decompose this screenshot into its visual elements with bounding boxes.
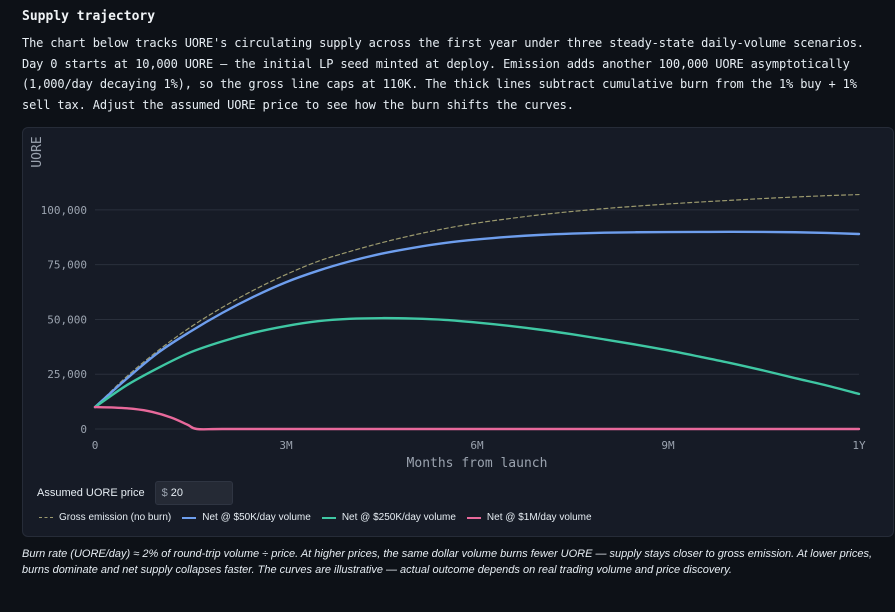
legend-swatch (466, 516, 481, 519)
price-label: Assumed UORE price (37, 487, 145, 499)
y-axis-title: UORE (30, 136, 45, 167)
y-tick-label: 25,000 (47, 368, 87, 381)
legend-item-1: Gross emission (no burn) (39, 512, 171, 523)
price-input[interactable] (170, 487, 227, 499)
x-tick-label: 1Y (852, 439, 866, 452)
series-line-3 (93, 316, 861, 409)
legend-item-3: Net @ $250K/day volume (321, 512, 456, 523)
series-lines (93, 193, 861, 431)
y-tick-label: 0 (80, 423, 87, 436)
series-line-2 (93, 230, 861, 409)
legend-swatch (182, 516, 197, 519)
y-axis-ticks: 0 25,000 50,000 75,000 100,000 (41, 204, 87, 436)
x-tick-label: 9M (661, 439, 675, 452)
y-tick-label: 50,000 (47, 313, 87, 326)
series-line-1 (94, 193, 860, 408)
legend-swatch (321, 516, 336, 519)
x-tick-label: 6M (470, 439, 484, 452)
intro-paragraph: The chart below tracks UORE's circulatin… (22, 36, 864, 112)
series-line-4 (93, 405, 861, 431)
legend-label: Net @ $250K/day volume (341, 512, 456, 523)
x-tick-label: 0 (92, 439, 99, 452)
supply-chart: 0 25,000 50,000 75,000 100,000 0 3M 6M 9M 1Y UOR… (30, 136, 866, 471)
legend-label: Gross emission (no burn) (59, 512, 172, 523)
y-tick-label: 100,000 (41, 204, 87, 217)
legend-swatch (39, 517, 53, 518)
price-input-box[interactable]: $ (154, 481, 233, 505)
legend-item-4: Net @ $1M/day volume (466, 512, 592, 523)
legend-label: Net @ $1M/day volume (486, 512, 592, 523)
price-currency: $ (161, 487, 168, 499)
legend-label: Net @ $50K/day volume (202, 512, 311, 523)
chart-legend: Gross emission (no burn) Net @ $50K/day v… (39, 512, 603, 523)
x-axis-ticks: 0 3M 6M 9M 1Y (92, 439, 866, 452)
price-control: Assumed UORE price $ (37, 481, 233, 505)
chart-card: 0 25,000 50,000 75,000 100,000 0 3M 6M 9M 1Y UOR… (22, 127, 894, 537)
section-title: Supply trajectory (22, 9, 156, 24)
x-tick-label: 3M (279, 439, 293, 452)
y-tick-label: 75,000 (47, 259, 87, 272)
footnote: Burn rate (UORE/day) ≈ 2% of round-trip … (22, 548, 873, 576)
x-axis-title: Months from launch (407, 456, 548, 471)
legend-item-2: Net @ $50K/day volume (182, 512, 311, 523)
